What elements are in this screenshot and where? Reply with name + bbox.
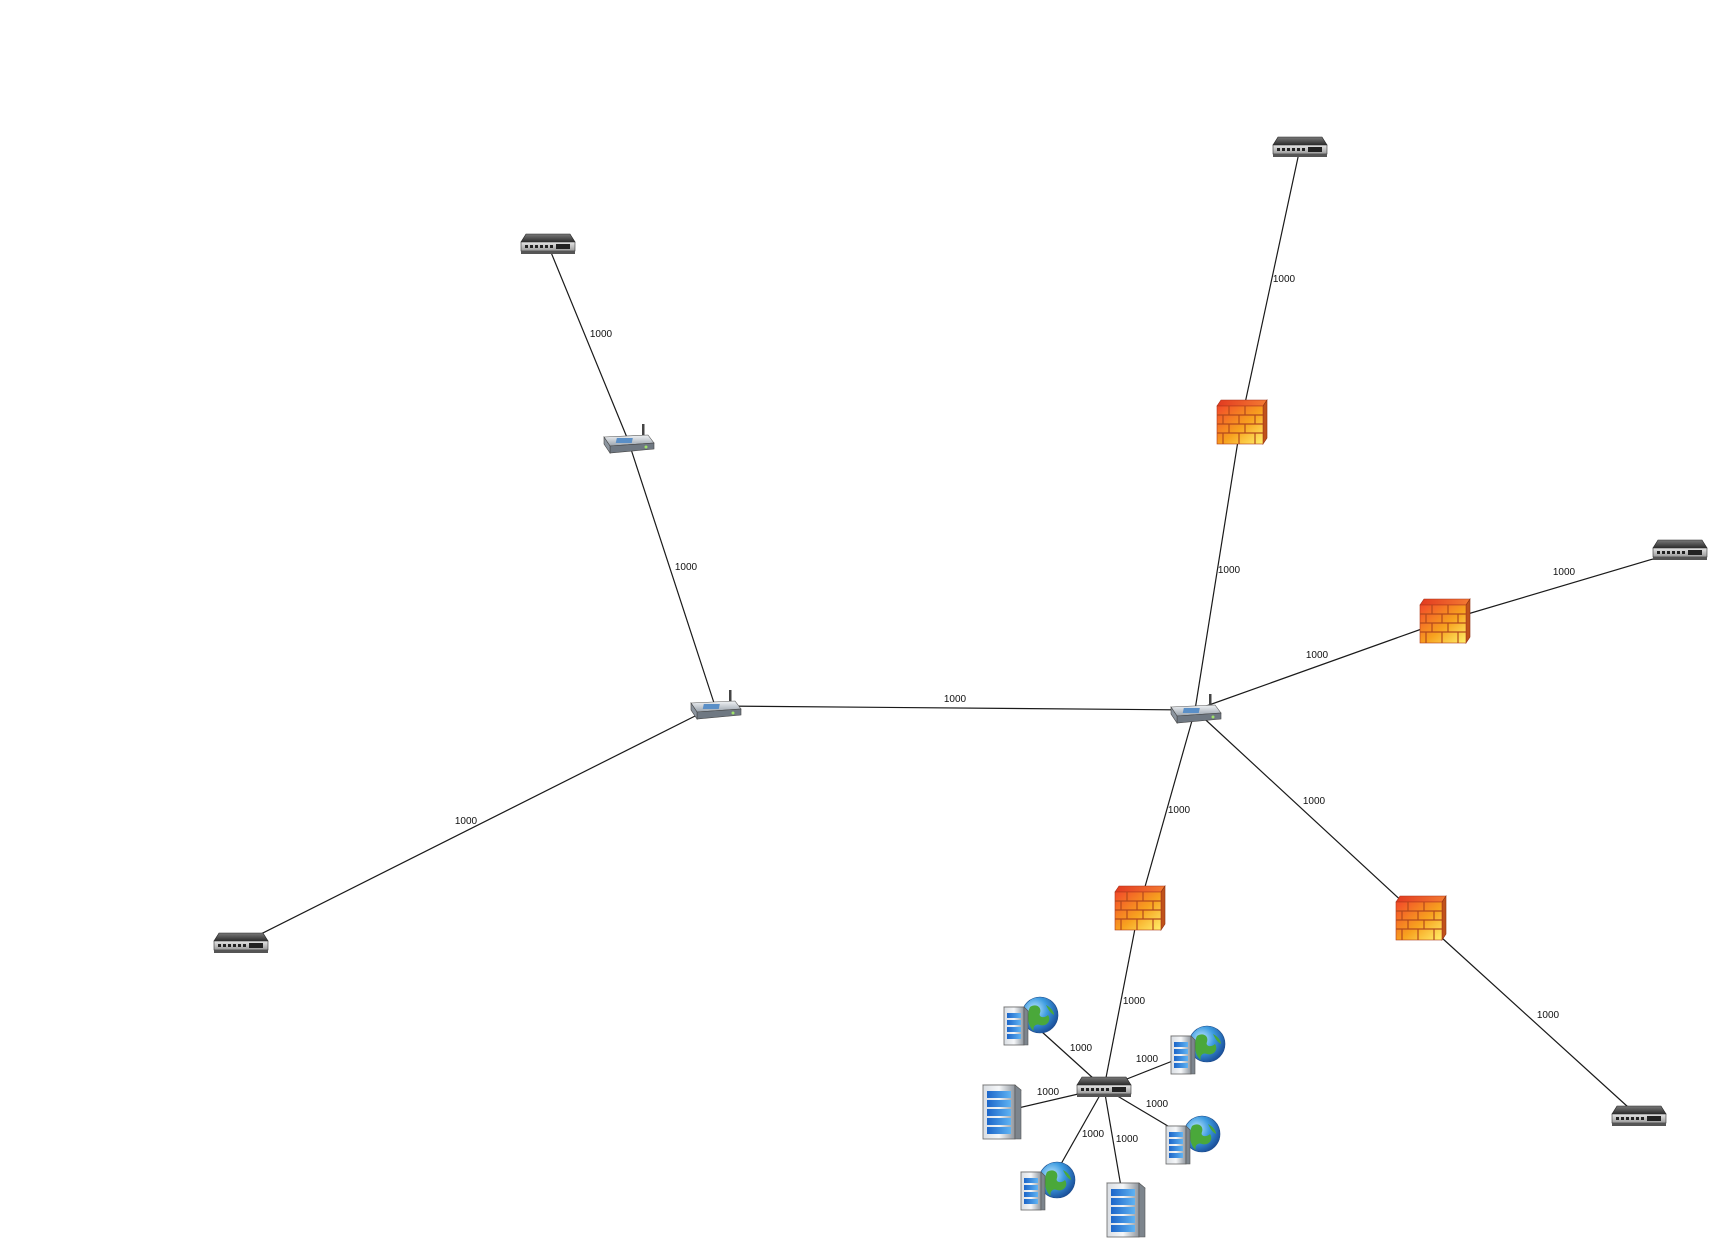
link-label: 1000	[1082, 1129, 1105, 1140]
link-label: 1000	[1070, 1043, 1093, 1054]
link-rt-center-right-fw-lower-right[interactable]	[1194, 709, 1421, 919]
link-sw-far-right-fw-right[interactable]	[1443, 550, 1681, 622]
switch-icon[interactable]	[520, 233, 576, 255]
link-label: 1000	[1537, 1010, 1560, 1021]
link-label: 1000	[1553, 567, 1576, 578]
web-server-icon[interactable]	[1165, 1115, 1221, 1165]
switch-icon[interactable]	[1611, 1105, 1667, 1127]
link-sw-top-left-rt-left-mid[interactable]	[547, 244, 629, 441]
router-icon[interactable]	[603, 423, 655, 454]
firewall-icon[interactable]	[1419, 598, 1471, 644]
web-server-icon[interactable]	[1170, 1025, 1226, 1075]
firewall-icon[interactable]	[1114, 885, 1166, 931]
links-layer	[240, 147, 1681, 1211]
link-label: 1000	[944, 694, 967, 705]
link-label: 1000	[1306, 650, 1329, 661]
link-label: 1000	[1123, 996, 1146, 1007]
firewall-icon[interactable]	[1216, 399, 1268, 445]
server-icon[interactable]	[1106, 1182, 1146, 1238]
link-labels-layer: 1000 1000 1000 1000 1000 1000 1000 1000 1000 1000…	[455, 274, 1576, 1145]
link-label: 1000	[1218, 565, 1241, 576]
switch-icon[interactable]	[1076, 1076, 1132, 1098]
link-label: 1000	[1037, 1087, 1060, 1098]
link-label: 1000	[1168, 805, 1191, 816]
devices-layer	[213, 136, 1708, 1238]
link-label: 1000	[455, 816, 478, 827]
switch-icon[interactable]	[213, 932, 269, 954]
switch-icon[interactable]	[1272, 136, 1328, 158]
link-label: 1000	[1303, 796, 1326, 807]
link-rt-center-left-sw-bottom-left[interactable]	[240, 705, 716, 945]
link-rt-center-right-fw-lower[interactable]	[1138, 709, 1196, 909]
link-label: 1000	[675, 562, 698, 573]
link-fw-lower-sw-cluster[interactable]	[1103, 907, 1140, 1089]
server-icon[interactable]	[982, 1084, 1022, 1140]
link-fw-right-rt-center-right[interactable]	[1194, 620, 1445, 711]
link-fw-upper-rt-center-right[interactable]	[1194, 421, 1242, 711]
link-label: 1000	[590, 329, 613, 340]
link-label: 1000	[1136, 1054, 1159, 1065]
web-server-icon[interactable]	[1020, 1161, 1076, 1211]
link-label: 1000	[1146, 1099, 1169, 1110]
link-label: 1000	[1273, 274, 1296, 285]
web-server-icon[interactable]	[1003, 996, 1059, 1046]
link-fw-lower-right-sw-bottom-right[interactable]	[1419, 917, 1640, 1118]
link-sw-top-right-fw-upper[interactable]	[1240, 147, 1301, 423]
router-icon[interactable]	[1170, 693, 1222, 724]
link-rt-left-mid-rt-center-left[interactable]	[627, 439, 716, 707]
link-rt-center-left-rt-center-right[interactable]	[714, 705, 1196, 711]
router-icon[interactable]	[690, 689, 742, 720]
switch-icon[interactable]	[1652, 539, 1708, 561]
link-label: 1000	[1116, 1134, 1139, 1145]
firewall-icon[interactable]	[1395, 895, 1447, 941]
